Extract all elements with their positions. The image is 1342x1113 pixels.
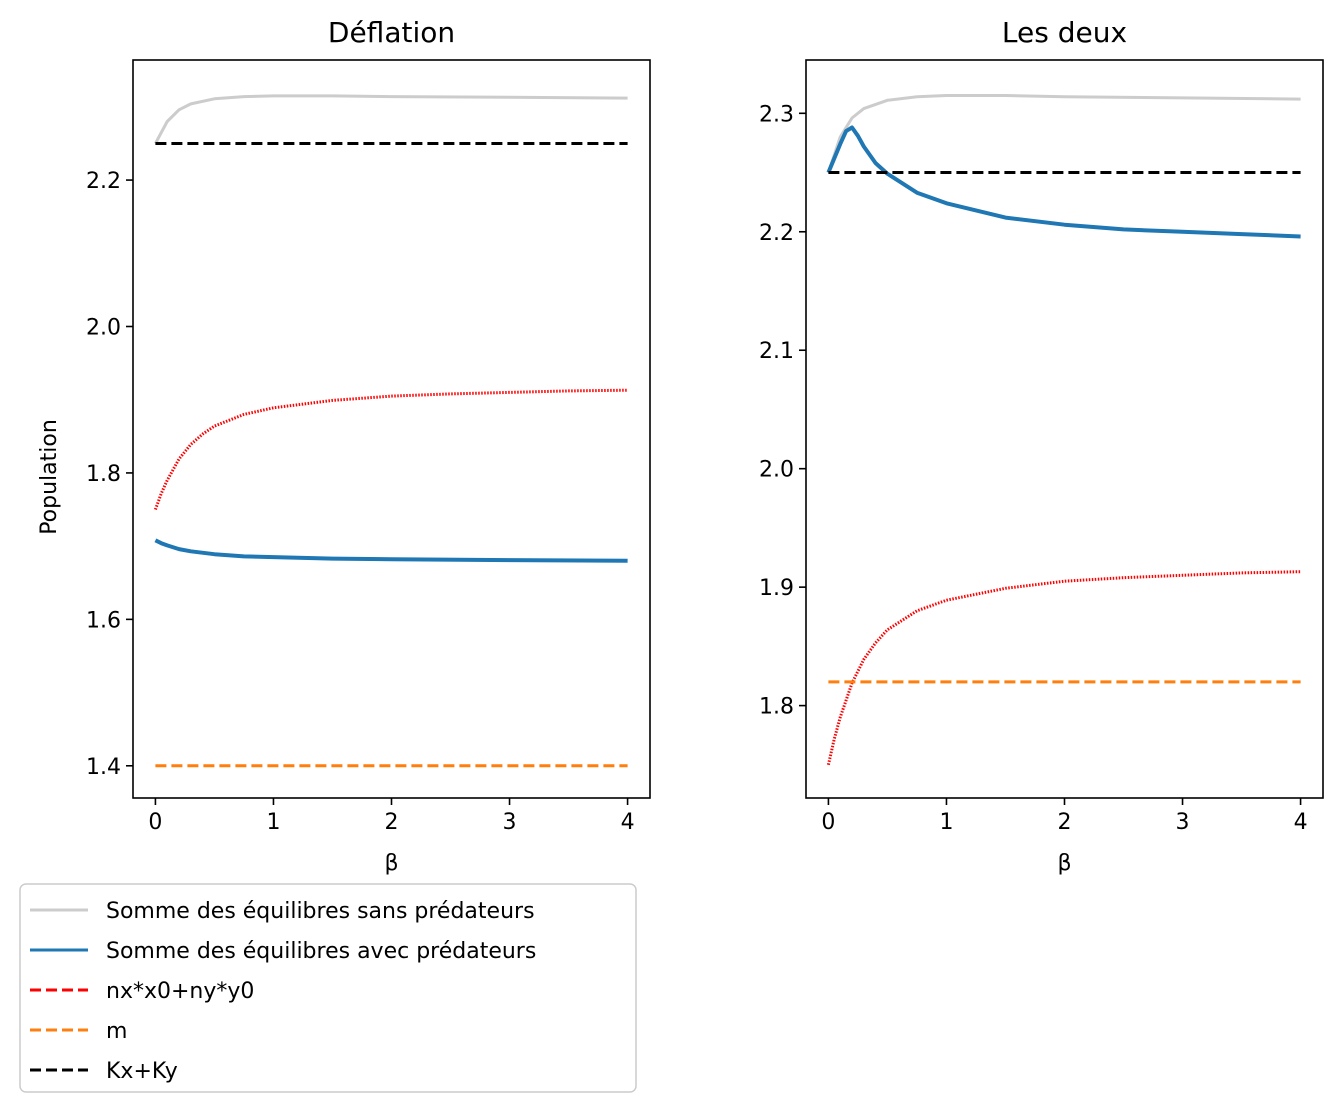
y-axis-label: Population: [37, 419, 62, 535]
x-tick-label: 4: [621, 810, 635, 835]
legend-item: m: [30, 1019, 127, 1044]
legend-box: [19, 883, 637, 1093]
legend-label: m: [106, 1019, 127, 1044]
x-axis-label: β: [384, 851, 398, 876]
legend-item: nx*x0+ny*y0: [30, 979, 254, 1004]
legend-item: Somme des équilibres sans prédateurs: [30, 899, 535, 924]
series-line-somme-des-quilibres-avec-pr-dateurs: [154, 538, 628, 563]
legend-label: Kx+Ky: [106, 1059, 178, 1084]
y-tick-label: 2.0: [86, 316, 121, 341]
x-tick-label: 1: [939, 810, 953, 835]
y-tick-label: 1.8: [86, 462, 121, 487]
y-tick-label: 1.4: [86, 755, 121, 780]
x-tick-label: 2: [1058, 810, 1072, 835]
legend-item: Somme des équilibres avec prédateurs: [30, 939, 536, 964]
x-tick-label: 2: [385, 810, 399, 835]
legend: Somme des équilibres sans prédateurs Som…: [19, 883, 637, 1093]
series-line-somme-des-quilibres-sans-pr-dateurs: [826, 94, 1301, 173]
series-line-nx-x0-ny-y0: [153, 388, 628, 511]
plot-les-deux: Les deux β 0 1 2 3 4 1.8 1.9 2.0 2.1 2.2 2.3: [759, 16, 1324, 876]
y-tick-label: 2.0: [759, 458, 794, 483]
y-tick-label: 2.3: [759, 102, 794, 127]
x-tick-label: 0: [821, 810, 835, 835]
chart-title-les-deux: Les deux: [1002, 16, 1127, 49]
legend-label: nx*x0+ny*y0: [106, 979, 254, 1004]
legend-item: Kx+Ky: [30, 1059, 178, 1084]
x-tick-label: 1: [266, 810, 280, 835]
legend-label: Somme des équilibres avec prédateurs: [106, 939, 536, 964]
series-line-nx-x0-ny-y0: [826, 570, 1301, 766]
plot-deflation: Déflation Population β 0 1 2 3 4 1.4 1.6 1.8 2.0…: [37, 16, 651, 876]
legend-label: Somme des équilibres sans prédateurs: [106, 899, 535, 924]
x-tick-label: 4: [1294, 810, 1308, 835]
y-tick-label: 1.6: [86, 608, 121, 633]
x-tick-label: 3: [503, 810, 517, 835]
series-group: [153, 94, 628, 768]
chart-title-deflation: Déflation: [328, 16, 455, 49]
x-tick-label: 0: [148, 810, 162, 835]
y-tick-label: 2.2: [86, 169, 121, 194]
y-tick-label: 2.1: [759, 339, 794, 364]
y-tick-label: 2.2: [759, 221, 794, 246]
y-tick-label: 1.9: [759, 576, 794, 601]
x-tick-label: 3: [1176, 810, 1190, 835]
x-axis-label: β: [1057, 851, 1071, 876]
series-line-somme-des-quilibres-sans-pr-dateurs: [154, 94, 628, 145]
y-tick-label: 1.8: [759, 695, 794, 720]
series-group: [826, 94, 1301, 766]
series-line-somme-des-quilibres-avec-pr-dateurs: [826, 125, 1301, 239]
